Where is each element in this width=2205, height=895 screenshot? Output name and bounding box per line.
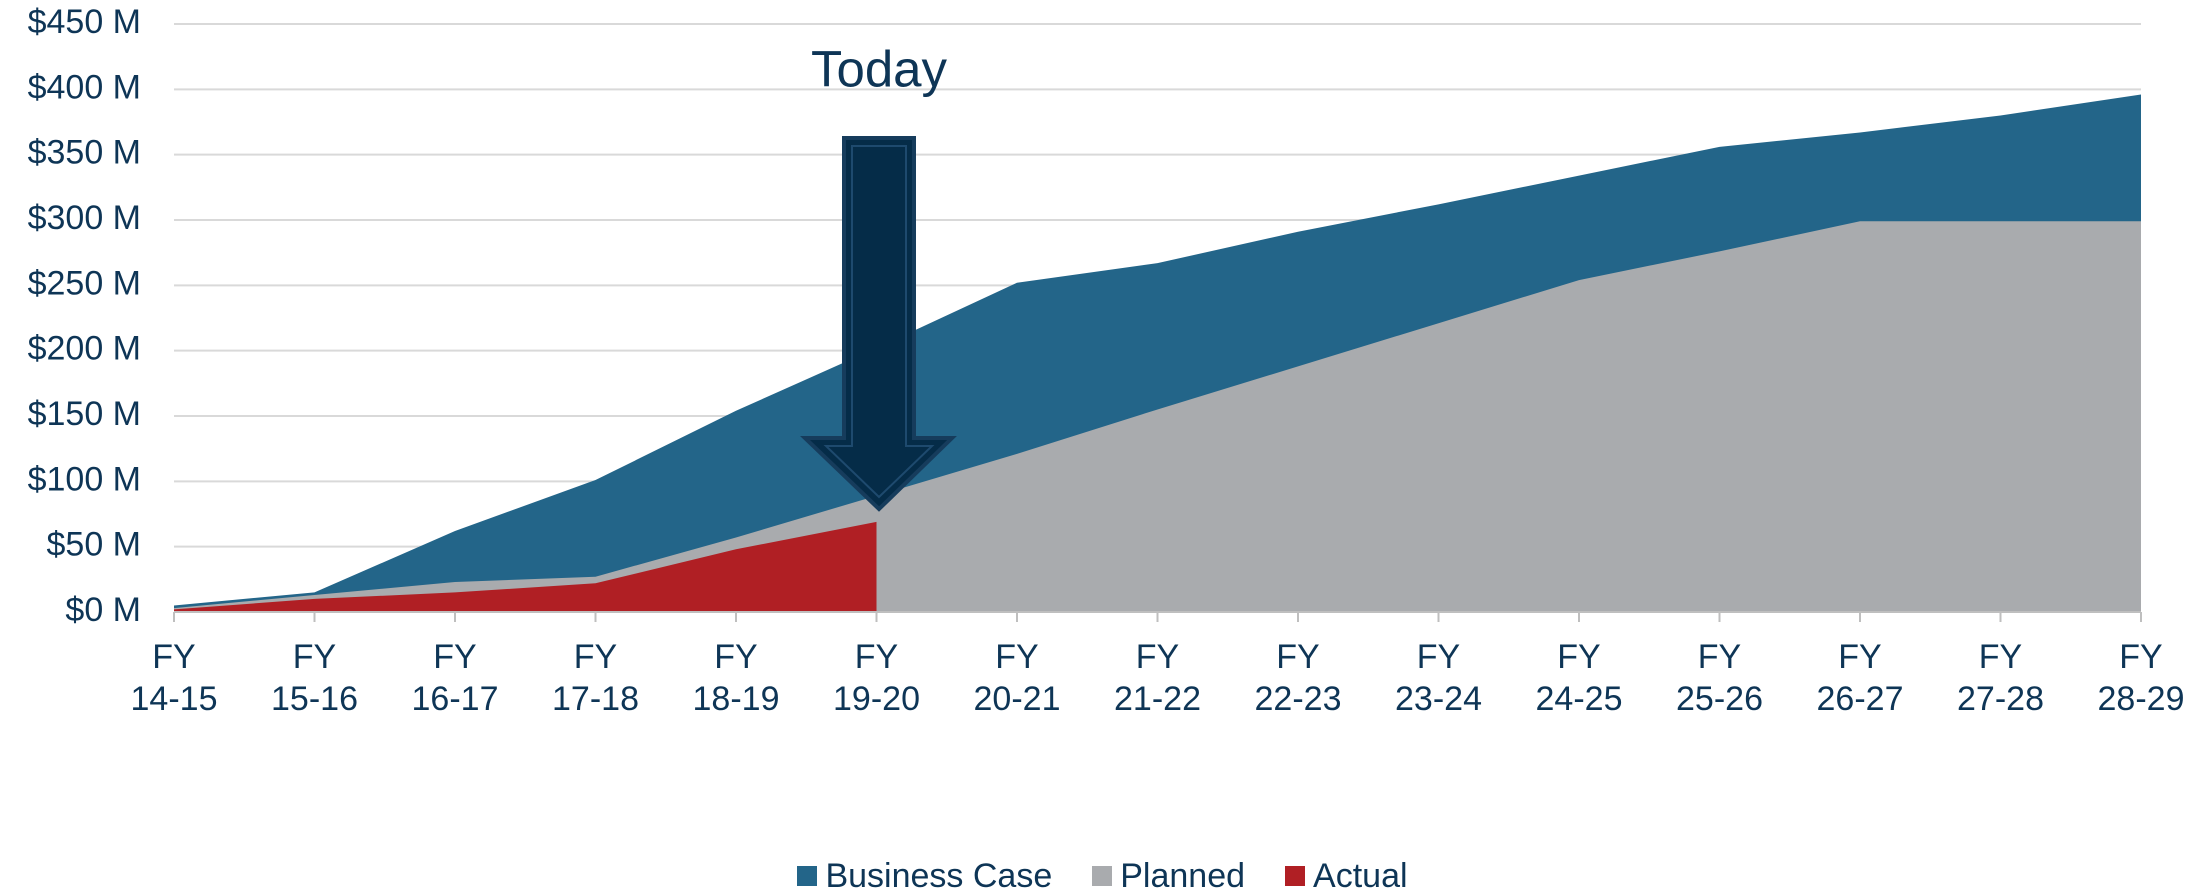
today-label: Today bbox=[811, 40, 948, 97]
legend-item: Actual bbox=[1285, 858, 1408, 894]
legend-label: Business Case bbox=[825, 857, 1053, 895]
legend-item: Business Case bbox=[797, 858, 1052, 894]
y-tick-label: $250 M bbox=[28, 264, 141, 302]
legend-label: Actual bbox=[1313, 857, 1408, 895]
x-tick-label: FY 27-28 bbox=[1957, 638, 2044, 718]
x-tick-label: FY 24-25 bbox=[1535, 638, 1623, 718]
y-tick-label: $200 M bbox=[28, 330, 141, 368]
area bbox=[174, 221, 2141, 612]
y-tick-label: $350 M bbox=[28, 134, 141, 172]
x-tick-label: FY 15-16 bbox=[271, 638, 358, 718]
x-tick-label: FY 14-15 bbox=[130, 638, 218, 718]
y-tick-label: $50 M bbox=[47, 526, 142, 564]
x-tick-label: FY 25-26 bbox=[1676, 638, 1763, 718]
legend-item: Planned bbox=[1092, 858, 1245, 894]
x-tick-label: FY 26-27 bbox=[1816, 638, 1904, 718]
legend-swatch bbox=[1285, 866, 1306, 886]
area bbox=[174, 521, 877, 612]
x-tick-label: FY 18-19 bbox=[692, 638, 780, 718]
legend: Business Case Planned Actual bbox=[0, 858, 2205, 894]
legend-swatch bbox=[797, 866, 818, 886]
y-tick-label: $150 M bbox=[28, 395, 141, 433]
x-tick-label: FY 16-17 bbox=[411, 638, 499, 718]
x-tick-label: FY 17-18 bbox=[552, 638, 639, 718]
y-tick-label: $300 M bbox=[28, 199, 141, 237]
x-tick-label: FY 23-24 bbox=[1395, 638, 1482, 718]
y-tick-label: $0 M bbox=[65, 591, 141, 629]
y-tick-label: $100 M bbox=[28, 460, 141, 498]
legend-swatch bbox=[1092, 866, 1113, 886]
y-tick-label: $400 M bbox=[28, 68, 141, 106]
today-arrow bbox=[800, 136, 957, 512]
x-tick-label: FY 21-22 bbox=[1114, 638, 1201, 718]
x-tick-label: FY 22-23 bbox=[1254, 638, 1342, 718]
legend-label: Planned bbox=[1120, 857, 1246, 895]
x-tick-label: FY 28-29 bbox=[2097, 638, 2185, 718]
x-tick-label: FY 20-21 bbox=[973, 638, 1061, 718]
y-tick-label: $450 M bbox=[28, 3, 141, 41]
today-arrow-inner bbox=[823, 145, 935, 499]
x-tick-label: FY 19-20 bbox=[833, 638, 920, 718]
